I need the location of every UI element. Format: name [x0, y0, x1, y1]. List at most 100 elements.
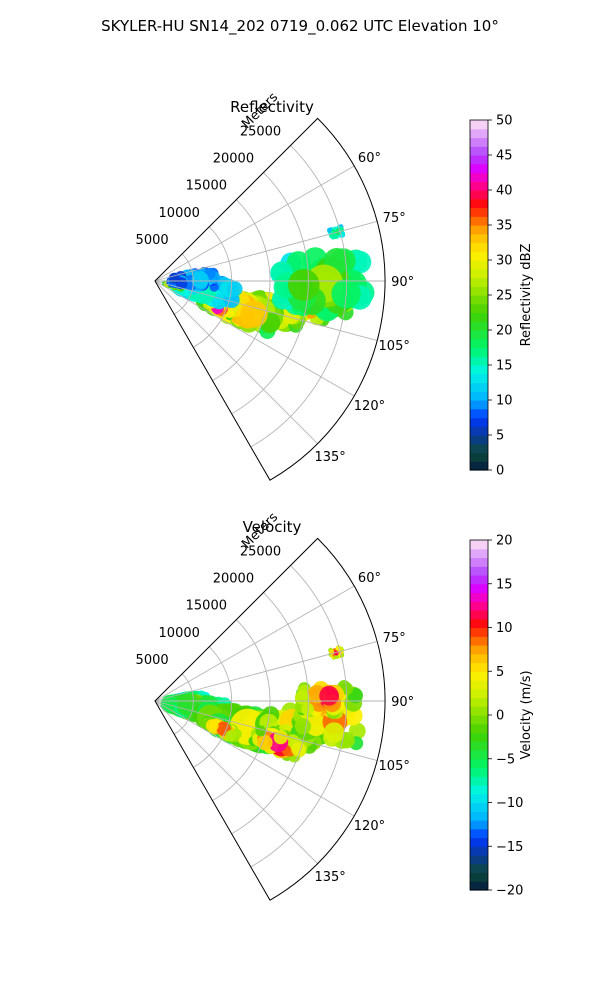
- colorbar-segment: [470, 190, 488, 200]
- colorbar-segment: [470, 706, 488, 716]
- azimuth-tick-label: 120°: [354, 819, 385, 834]
- radial-tick-label: 20000: [213, 572, 254, 587]
- sector-outline: [154, 117, 386, 481]
- echo-blob: [225, 730, 237, 742]
- radial-tick-label: 5000: [136, 653, 169, 668]
- colorbar-segment: [470, 146, 488, 156]
- azimuth-tick-label: 105°: [379, 339, 410, 354]
- echo-blob: [323, 722, 345, 743]
- colorbar-segment: [470, 566, 488, 576]
- echo-field: [161, 224, 375, 339]
- colorbar-tick-label: 50: [496, 114, 513, 129]
- colorbar-segment: [470, 172, 488, 182]
- colorbar: −20 −15 −10 −5 0 5 10 15 20 Velocity (m/s): [469, 534, 534, 899]
- colorbar-tick-label: 25: [496, 289, 513, 304]
- colorbar-segment: [470, 443, 488, 454]
- colorbar-segment: [470, 400, 488, 410]
- colorbar-tick-label: 20: [496, 534, 513, 549]
- azimuth-spoke: [154, 700, 378, 761]
- colorbar-segment: [470, 837, 488, 847]
- colorbar-segment: [470, 137, 488, 147]
- colorbar-segment: [470, 802, 488, 812]
- echo-blob: [301, 702, 314, 716]
- colorbar-segment: [470, 260, 488, 270]
- echo-cell: [327, 224, 346, 240]
- radial-tick-label: 10000: [159, 206, 200, 221]
- colorbar-segment: [470, 155, 488, 165]
- azimuth-tick-label: 75°: [383, 211, 406, 226]
- colorbar-segment: [470, 732, 488, 742]
- colorbar-segment: [470, 548, 488, 559]
- colorbar-tick-label: −5: [496, 752, 515, 767]
- colorbar-segment: [470, 207, 488, 217]
- colorbar-segment: [470, 688, 488, 699]
- echo-blob: [205, 719, 219, 732]
- azimuth-spoke: [154, 700, 318, 864]
- colorbar-tick-label: 40: [496, 184, 513, 199]
- echo-field: [160, 645, 366, 763]
- colorbar-segment: [470, 408, 488, 419]
- colorbar-tick-label: 5: [496, 665, 504, 680]
- colorbar-segment: [470, 181, 488, 191]
- azimuth-spoke: [154, 585, 355, 702]
- range-ring: [193, 226, 233, 348]
- azimuth-tick-label: 135°: [314, 450, 345, 465]
- colorbar-segment: [470, 785, 488, 795]
- colorbar-segment: [470, 330, 488, 340]
- colorbar-tick-label: 45: [496, 149, 513, 164]
- colorbar-segment: [470, 680, 488, 690]
- radial-tick-label: 5000: [136, 233, 169, 248]
- colorbar-segment: [470, 811, 488, 821]
- colorbar-segment: [470, 277, 488, 287]
- azimuth-tick-label: 135°: [314, 870, 345, 885]
- colorbar-segment: [470, 627, 488, 637]
- colorbar-segment: [470, 540, 488, 550]
- colorbar-segment: [470, 881, 488, 891]
- colorbar-label: Velocity (m/s): [519, 670, 534, 759]
- colorbar-segment: [470, 365, 488, 375]
- echo-blob: [191, 271, 209, 289]
- colorbar-segment: [470, 741, 488, 751]
- colorbar-segment: [470, 715, 488, 725]
- colorbar-segment: [470, 872, 488, 882]
- colorbar-segment: [470, 723, 488, 734]
- colorbar-tick-label: 30: [496, 254, 513, 269]
- colorbar-segment: [470, 347, 488, 357]
- colorbar-segment: [470, 610, 488, 620]
- range-ring: [212, 619, 271, 801]
- colorbar-segment: [470, 653, 488, 664]
- radial-tick-label: 25000: [240, 124, 281, 139]
- radial-tick-label: 15000: [186, 599, 227, 614]
- echo-blob: [327, 227, 332, 233]
- echo-blob: [227, 281, 243, 297]
- colorbar-segment: [470, 163, 488, 174]
- echo-blob: [305, 714, 327, 736]
- azimuth-tick-label: 90°: [391, 695, 414, 710]
- colorbar-segment: [470, 618, 488, 629]
- radial-tick-label: 25000: [240, 544, 281, 559]
- colorbar-segment: [470, 216, 488, 226]
- echo-blob: [333, 654, 339, 660]
- colorbar-segment: [470, 793, 488, 804]
- colorbar-segment: [470, 435, 488, 445]
- colorbar-segment: [470, 557, 488, 567]
- colorbar-segment: [470, 820, 488, 830]
- echo-blob: [211, 293, 227, 310]
- colorbar-segment: [470, 295, 488, 305]
- colorbar-segment: [470, 225, 488, 235]
- echo-blob: [288, 269, 320, 301]
- colorbar-segment: [470, 461, 488, 471]
- echo-cell: [270, 247, 375, 322]
- azimuth-tick-label: 60°: [358, 571, 381, 586]
- range-ring: [173, 253, 194, 315]
- echo-blob: [294, 718, 312, 735]
- range-ring: [212, 199, 271, 381]
- colorbar-tick-label: 10: [496, 621, 513, 636]
- colorbar-segment: [470, 645, 488, 655]
- colorbar-segment: [470, 583, 488, 594]
- azimuth-spoke: [154, 280, 318, 444]
- echo-blob: [286, 251, 310, 275]
- colorbar-segment: [470, 198, 488, 209]
- colorbar-segment: [470, 303, 488, 314]
- colorbar-segment: [470, 767, 488, 777]
